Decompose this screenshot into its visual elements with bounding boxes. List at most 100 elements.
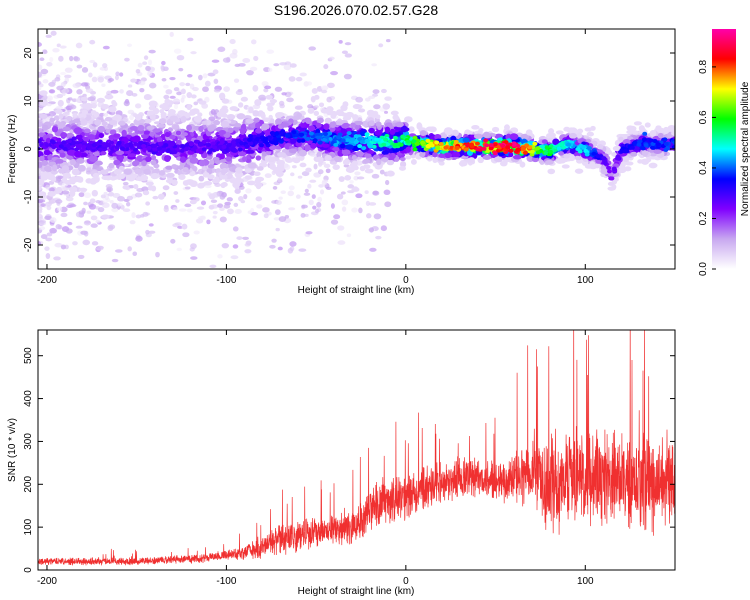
spectrogram-point [173,87,180,92]
spectrogram-point [55,199,63,204]
spectrogram-point [341,149,351,155]
spectrogram-point [332,164,340,170]
spectrogram-point [310,95,316,103]
spectrogram-point [134,168,143,175]
spectrogram-point [52,164,58,172]
colorbar: 0.00.20.40.60.8 Normalized spectral ampl… [698,29,750,276]
spectrogram-point [392,132,402,137]
spectrogram-point [95,200,101,204]
spectrogram-point [543,151,549,156]
spectrogram-point [62,172,71,178]
spectrogram-point [389,128,396,135]
y-tick-label: 400 [23,390,34,407]
spectrogram-point [306,81,313,86]
spectrogram-point [552,138,560,146]
spectrogram-point [344,158,351,165]
spectrogram-point [235,180,242,185]
spectrogram-point [54,77,61,82]
spectrogram-point [648,162,658,169]
spectrogram-point [141,143,147,148]
spectrogram-point [169,142,175,147]
spectrogram-point [237,102,244,108]
spectrogram-point [330,219,339,225]
spectrogram-point [438,141,444,146]
spectrogram-point [425,144,431,149]
spectrogram-point [208,204,215,210]
spectrogram-point [353,175,359,181]
spectrogram-point [337,240,346,245]
spectrogram-point [150,159,157,166]
spectrogram-point [590,125,596,131]
spectrogram-point [46,205,52,211]
spectrogram-point [172,98,181,104]
spectrogram-point [156,136,163,143]
spectrogram-point [249,122,256,129]
spectrogram-point [596,144,604,150]
spectrogram-point [308,131,314,136]
spectrogram-point [274,86,283,92]
spectrogram-point [371,144,377,149]
spectrogram-point [271,166,281,171]
spectrogram-point [438,153,446,159]
spectrogram-point [638,125,645,132]
spectrogram-point [108,224,116,230]
spectrogram-point [471,125,480,130]
spectrogram-point [314,208,320,214]
spectrogram-point [186,208,193,213]
spectrogram-point [326,111,334,116]
spectrogram-point [169,76,176,81]
spectrogram-point [354,171,361,176]
spectrogram-point [47,190,56,197]
spectrogram-point [110,89,119,94]
spectrogram-point [229,178,237,183]
spectrogram-point [127,174,136,182]
spectrogram-point [148,105,156,111]
spectrogram-point [58,144,64,149]
spectrogram-point [399,165,406,171]
spectrogram-point [317,140,323,145]
spectrogram-point [324,154,332,161]
spectrogram-point [60,212,68,218]
spectrogram-point [394,121,404,128]
spectrogram-point [164,132,171,138]
spectrogram-point [649,129,657,137]
spectrogram-point [57,122,64,129]
spectrogram-point [304,188,309,193]
spectrogram-point [274,209,281,216]
spectrogram-point [322,137,328,142]
spectrogram-point [237,151,247,157]
spectrogram-point [162,185,170,191]
spectrogram-point [91,76,98,83]
spectrogram-point [69,55,74,62]
x-tick-label: 0 [403,275,409,286]
spectrogram-point [249,171,255,176]
spectrogram-point [280,190,286,194]
spectrogram-point [97,206,105,213]
x-tick-label: 0 [403,576,409,587]
spectrogram-point [256,166,264,171]
spectrogram-point [584,152,590,157]
spectrogram-point [327,82,335,89]
spectrogram-point [58,55,64,62]
spectrogram-point [207,174,215,180]
spectrogram-point [301,204,308,209]
spectrogram-point [163,143,169,148]
spectrogram-point [328,56,335,60]
spectrogram-point [189,199,197,205]
spectrogram-point [207,150,213,155]
spectrogram-point [101,142,107,147]
spectrogram-point [189,157,199,164]
spectrogram-point [69,104,77,110]
spectrogram-point [336,193,344,200]
spectrogram-point [218,92,226,100]
spectrogram-point [548,128,555,135]
spectrogram-point [131,136,141,143]
spectrogram-point [72,241,78,246]
spectrogram-point [629,145,635,150]
spectrogram-point [65,196,74,202]
spectrogram-point [319,189,325,195]
spectrogram-point [410,158,417,165]
spectrogram-point [385,38,391,43]
spectrogram-point [102,202,110,208]
spectrogram-point [669,126,675,133]
